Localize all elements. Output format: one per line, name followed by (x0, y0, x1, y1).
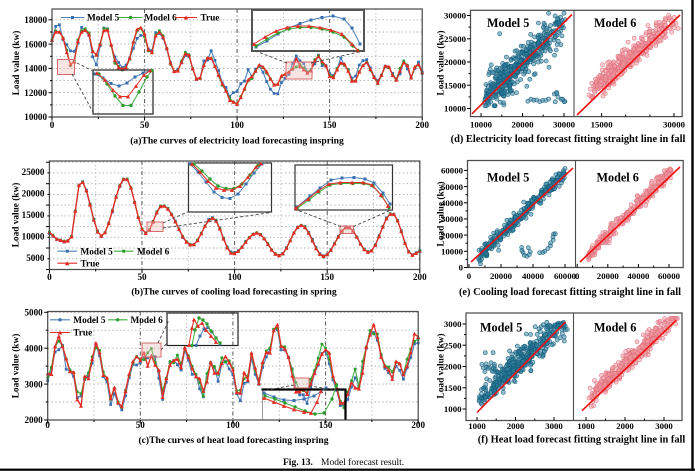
svg-text:Model 5: Model 5 (81, 247, 114, 257)
svg-text:3000: 3000 (655, 421, 673, 431)
svg-text:Model 6: Model 6 (597, 171, 639, 185)
svg-text:Model 5: Model 5 (487, 16, 529, 30)
svg-text:20000: 20000 (512, 120, 535, 130)
svg-text:2000: 2000 (444, 362, 462, 372)
svg-text:2500: 2500 (444, 340, 462, 350)
svg-text:3000: 3000 (25, 379, 44, 389)
svg-text:Model 5: Model 5 (87, 14, 120, 24)
svg-text:50: 50 (136, 420, 146, 430)
svg-text:200: 200 (413, 272, 427, 282)
svg-text:Model 6: Model 6 (131, 316, 164, 326)
svg-text:Load value (kw): Load value (kw) (436, 181, 447, 246)
svg-text:0: 0 (467, 271, 472, 281)
svg-text:20000: 20000 (444, 57, 467, 67)
svg-text:150: 150 (320, 272, 334, 282)
svg-text:12000: 12000 (24, 88, 47, 98)
svg-text:10000: 10000 (441, 247, 464, 257)
svg-text:Model 6: Model 6 (145, 14, 178, 24)
svg-text:20000: 20000 (441, 230, 464, 240)
svg-text:2000: 2000 (616, 421, 634, 431)
svg-text:True: True (73, 329, 92, 339)
svg-text:18000: 18000 (24, 15, 47, 25)
svg-text:150: 150 (323, 120, 337, 130)
svg-text:True: True (81, 259, 100, 269)
svg-text:5000: 5000 (25, 308, 44, 318)
svg-text:10000: 10000 (444, 104, 467, 114)
svg-text:1000: 1000 (468, 421, 486, 431)
svg-text:60000: 60000 (554, 271, 577, 281)
svg-text:2000: 2000 (507, 421, 525, 431)
svg-text:0: 0 (459, 263, 464, 273)
svg-text:Load value (kw): Load value (kw) (11, 31, 22, 96)
svg-text:30000: 30000 (444, 11, 467, 21)
svg-text:10000: 10000 (24, 112, 47, 122)
svg-text:Model forecast result.: Model forecast result. (321, 457, 404, 468)
svg-text:15000: 15000 (22, 210, 45, 220)
svg-text:50: 50 (140, 120, 150, 130)
svg-text:3000: 3000 (545, 421, 563, 431)
svg-text:True: True (201, 14, 220, 24)
svg-text:2000: 2000 (25, 415, 44, 425)
svg-text:15000: 15000 (591, 120, 614, 130)
svg-text:200: 200 (411, 420, 425, 430)
svg-text:10000: 10000 (470, 120, 493, 130)
svg-text:100: 100 (226, 420, 240, 430)
svg-text:30000: 30000 (441, 214, 464, 224)
svg-text:(f) Heat load forecast fitting: (f) Heat load forecast fitting straight … (478, 434, 686, 445)
svg-text:(a)The curves of electricity l: (a)The curves of electricity load foreca… (130, 136, 344, 147)
svg-text:30000: 30000 (663, 120, 686, 130)
svg-text:Load value (kw): Load value (kw) (436, 30, 447, 95)
svg-text:Load value (kw): Load value (kw) (11, 334, 22, 399)
svg-text:Model 5: Model 5 (73, 316, 106, 326)
svg-text:50000: 50000 (441, 182, 464, 192)
svg-text:60000: 60000 (658, 271, 681, 281)
svg-text:60000: 60000 (441, 166, 464, 176)
svg-text:0: 0 (50, 120, 55, 130)
svg-text:3000: 3000 (444, 319, 462, 329)
svg-text:(b)The curves of cooling load: (b)The curves of cooling load forecastin… (131, 287, 336, 298)
svg-text:Model 5: Model 5 (487, 171, 529, 185)
svg-text:14000: 14000 (24, 64, 47, 74)
svg-text:40000: 40000 (441, 198, 464, 208)
svg-text:Load value (kw): Load value (kw) (436, 333, 447, 398)
svg-text:Model 6: Model 6 (594, 16, 636, 30)
svg-text:20000: 20000 (490, 271, 513, 281)
svg-text:30000: 30000 (553, 120, 576, 130)
svg-text:1000: 1000 (577, 421, 595, 431)
svg-text:(d) Electricity load forecast: (d) Electricity load forecast fitting st… (451, 134, 686, 145)
svg-text:40000: 40000 (627, 271, 650, 281)
svg-text:16000: 16000 (24, 39, 47, 49)
svg-text:20000: 20000 (22, 188, 45, 198)
svg-text:0: 0 (47, 272, 52, 282)
svg-text:Model 5: Model 5 (480, 321, 522, 335)
svg-text:100: 100 (228, 272, 242, 282)
svg-text:200: 200 (415, 120, 429, 130)
svg-text:10000: 10000 (22, 231, 45, 241)
svg-text:1000: 1000 (444, 404, 462, 414)
svg-text:1500: 1500 (444, 383, 462, 393)
svg-text:40000: 40000 (522, 271, 545, 281)
svg-text:Model 6: Model 6 (137, 247, 170, 257)
svg-text:Load value (kw): Load value (kw) (11, 183, 22, 248)
svg-text:20000: 20000 (597, 271, 620, 281)
svg-text:25000: 25000 (444, 34, 467, 44)
svg-text:0: 0 (45, 420, 50, 430)
svg-text:100: 100 (230, 120, 244, 130)
svg-text:(e) Cooling load forecast fitt: (e) Cooling load forecast fitting straig… (459, 287, 681, 298)
svg-text:(c)The curves of heat load for: (c)The curves of heat load forecasting i… (138, 435, 328, 446)
svg-text:150: 150 (319, 420, 333, 430)
svg-text:15000: 15000 (444, 81, 467, 91)
svg-text:Model 6: Model 6 (594, 321, 636, 335)
svg-text:50: 50 (137, 272, 147, 282)
svg-text:0: 0 (575, 271, 580, 281)
svg-text:25000: 25000 (22, 167, 45, 177)
svg-text:4000: 4000 (25, 343, 44, 353)
svg-text:Fig. 13.: Fig. 13. (283, 458, 313, 468)
svg-text:5000: 5000 (26, 253, 45, 263)
